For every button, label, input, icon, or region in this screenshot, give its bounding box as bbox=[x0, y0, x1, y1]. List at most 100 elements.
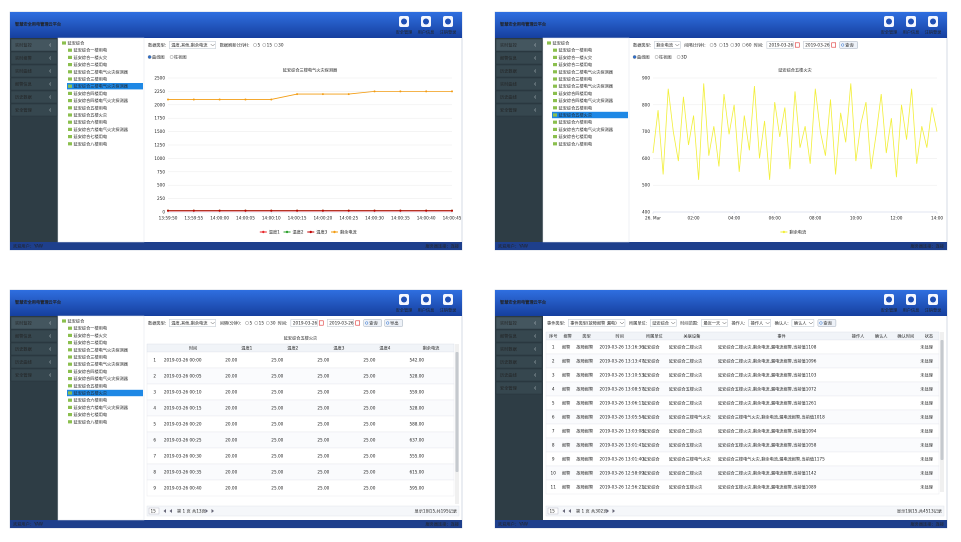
select-value[interactable]: 最近一天 bbox=[703, 320, 721, 327]
tree-item[interactable]: 延安综合 bbox=[68, 318, 86, 325]
date-box[interactable] bbox=[803, 41, 830, 49]
legend-label[interactable]: 温度1 bbox=[269, 229, 280, 236]
menu-label[interactable]: 安全管理 bbox=[500, 107, 518, 114]
view-option[interactable]: 曲线图 bbox=[152, 54, 165, 61]
tree-item[interactable]: 延安综合六楼电气火灾探测器 bbox=[559, 126, 614, 133]
menu-label[interactable]: 实时曲线 bbox=[500, 81, 518, 88]
tree-item[interactable]: 延安综合四楼用电 bbox=[74, 90, 108, 97]
menu-label[interactable]: 实时监控 bbox=[500, 42, 518, 49]
menu-item[interactable] bbox=[10, 103, 58, 117]
menu-item[interactable] bbox=[495, 355, 543, 369]
tree-item[interactable]: 延安综合二楼用电 bbox=[559, 61, 593, 68]
button-label[interactable]: 查询 bbox=[845, 42, 853, 49]
header-button-label[interactable]: 注销登录 bbox=[925, 29, 942, 36]
tree-item[interactable]: 延安综合三楼电气火灾探测器 bbox=[559, 83, 614, 90]
radio[interactable] bbox=[730, 43, 735, 47]
menu-label[interactable]: 历史数据 bbox=[500, 68, 517, 75]
menu-item[interactable] bbox=[495, 381, 543, 395]
view-radio[interactable] bbox=[632, 55, 637, 59]
view-radio[interactable] bbox=[169, 55, 174, 59]
tree-item[interactable]: 延安综合三楼用电 bbox=[74, 76, 108, 83]
header-button-label[interactable]: 用户信息 bbox=[418, 29, 435, 36]
menu-item[interactable] bbox=[10, 77, 58, 91]
header-button-label[interactable]: 安全管理 bbox=[396, 307, 414, 314]
button-label[interactable]: 查询 bbox=[369, 320, 377, 327]
radio[interactable] bbox=[718, 43, 723, 47]
menu-item[interactable] bbox=[495, 316, 543, 330]
tree-item[interactable]: 延安综合五楼火灾 bbox=[74, 390, 108, 397]
tree-item[interactable]: 延安综合一楼用电 bbox=[74, 47, 108, 54]
tree-item[interactable]: 延安综合一楼火灾 bbox=[559, 54, 593, 61]
radio[interactable] bbox=[265, 321, 270, 325]
radio[interactable] bbox=[741, 43, 746, 47]
tree-item[interactable]: 延安综合六楼电气火灾探测器 bbox=[74, 404, 129, 411]
view-option[interactable]: 曲线图 bbox=[637, 54, 650, 61]
tree-item[interactable]: 延安综合八楼用电 bbox=[74, 140, 108, 147]
date-value[interactable]: 2019-03-26 bbox=[293, 321, 318, 326]
menu-item[interactable] bbox=[10, 51, 58, 65]
page-size[interactable]: 15 bbox=[151, 509, 157, 514]
menu-label[interactable]: 实时监控 bbox=[500, 320, 518, 327]
menu-item[interactable] bbox=[10, 38, 58, 52]
menu-item[interactable] bbox=[10, 90, 58, 104]
radio[interactable] bbox=[709, 43, 714, 47]
menu-item[interactable] bbox=[495, 51, 543, 65]
date-value[interactable]: 2019-03-26 bbox=[805, 43, 830, 48]
button-label[interactable]: 导出 bbox=[390, 320, 398, 327]
tree-item[interactable]: 延安综合二楼用电 bbox=[74, 339, 108, 346]
view-option[interactable]: 柱状图 bbox=[659, 54, 672, 61]
header-button-label[interactable]: 注销登录 bbox=[440, 307, 457, 314]
menu-item[interactable] bbox=[495, 368, 543, 382]
menu-label[interactable]: 安全管理 bbox=[15, 107, 33, 114]
view-radio[interactable] bbox=[676, 55, 681, 59]
tree-item[interactable]: 延安综合三楼用电 bbox=[559, 76, 593, 83]
select-value[interactable]: 事件类型(故障报警 漏电) bbox=[570, 320, 617, 327]
menu-item[interactable] bbox=[10, 64, 58, 78]
header-button-label[interactable]: 安全管理 bbox=[881, 307, 899, 314]
menu-label[interactable]: 历史数据 bbox=[500, 359, 517, 366]
tree-item[interactable]: 延安综合四楼电气火灾探测器 bbox=[559, 97, 614, 104]
date-value[interactable]: 2019-03-26 bbox=[329, 321, 354, 326]
pager-nav[interactable] bbox=[612, 509, 616, 513]
menu-item[interactable] bbox=[495, 90, 543, 104]
pager-nav[interactable] bbox=[606, 509, 610, 513]
tree-item[interactable]: 延安综合七楼用电 bbox=[559, 133, 593, 140]
tree-item[interactable]: 延安综合一楼用电 bbox=[74, 325, 108, 332]
tree-item[interactable]: 延安综合三楼用电 bbox=[74, 354, 108, 361]
menu-label[interactable]: 历史数据 bbox=[15, 94, 32, 101]
select-box[interactable] bbox=[169, 319, 216, 327]
menu-label[interactable]: 历史曲线 bbox=[500, 94, 518, 101]
pager-nav[interactable] bbox=[211, 509, 214, 513]
select-box[interactable] bbox=[654, 41, 681, 49]
menu-item[interactable] bbox=[10, 368, 58, 382]
select-value[interactable]: 确认人 bbox=[794, 320, 807, 327]
tree-item[interactable]: 延安综合六楼用电 bbox=[559, 119, 593, 126]
button[interactable] bbox=[384, 319, 403, 327]
date-box[interactable] bbox=[766, 41, 794, 49]
tree-item[interactable]: 延安综合一楼火灾 bbox=[74, 332, 108, 339]
header-button-label[interactable]: 注销登录 bbox=[440, 29, 457, 36]
radio[interactable] bbox=[253, 43, 257, 47]
menu-item[interactable] bbox=[10, 316, 58, 330]
header-button-label[interactable]: 用户信息 bbox=[903, 29, 920, 36]
menu-label[interactable]: 实时监控 bbox=[15, 42, 33, 49]
button[interactable] bbox=[839, 41, 858, 49]
legend-label[interactable]: 剩余电流 bbox=[340, 229, 358, 236]
tree-item[interactable]: 延安综合五楼用电 bbox=[74, 382, 108, 389]
menu-label[interactable]: 报警信息 bbox=[500, 333, 517, 340]
menu-label[interactable]: 实时数据 bbox=[500, 346, 517, 353]
tree-item[interactable]: 延安综合八楼用电 bbox=[559, 140, 593, 147]
menu-label[interactable]: 安全管理 bbox=[500, 385, 518, 392]
menu-label[interactable]: 实时报警 bbox=[15, 55, 33, 62]
menu-item[interactable] bbox=[495, 103, 543, 117]
legend-label[interactable]: 温度2 bbox=[293, 229, 304, 236]
legend-label[interactable]: 剩余电流 bbox=[789, 229, 807, 236]
menu-label[interactable]: 报警信息 bbox=[15, 333, 32, 340]
select-value[interactable]: 温度,其他,剩余电流 bbox=[171, 320, 208, 327]
select-box[interactable] bbox=[649, 319, 677, 327]
tree-item[interactable]: 延安综合四楼用电 bbox=[559, 90, 593, 97]
menu-item[interactable] bbox=[10, 342, 58, 356]
select-value[interactable]: 延安综合 bbox=[652, 320, 670, 327]
menu-label[interactable]: 历史曲线 bbox=[15, 359, 33, 366]
select-box[interactable] bbox=[568, 319, 626, 327]
